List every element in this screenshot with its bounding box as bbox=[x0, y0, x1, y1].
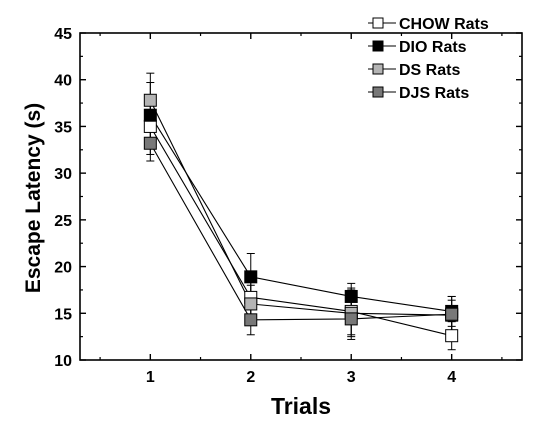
x-axis-title: Trials bbox=[271, 393, 331, 419]
legend-label: DS Rats bbox=[399, 62, 460, 79]
data-point bbox=[143, 136, 157, 150]
x-axis: 1 2 3 4 bbox=[99, 33, 503, 386]
legend-marker bbox=[372, 17, 384, 29]
series-line bbox=[149, 126, 452, 337]
y-tick-label: 30 bbox=[54, 166, 72, 183]
series-line bbox=[149, 100, 452, 316]
y-axis: 10 15 20 25 30 35 40 45 bbox=[54, 26, 522, 370]
data-point bbox=[445, 329, 459, 343]
legend-label: DIO Rats bbox=[399, 39, 467, 56]
data-point bbox=[344, 312, 358, 326]
y-tick-label: 45 bbox=[54, 26, 72, 43]
x-tick-label: 4 bbox=[447, 369, 456, 386]
data-point bbox=[244, 270, 258, 284]
legend-marker bbox=[372, 40, 384, 52]
legend-label: DJS Rats bbox=[399, 85, 469, 102]
y-tick-label: 15 bbox=[54, 306, 72, 323]
x-tick-label: 1 bbox=[146, 369, 155, 386]
x-tick-label: 2 bbox=[246, 369, 255, 386]
series-line bbox=[149, 114, 452, 312]
legend-marker bbox=[372, 63, 384, 75]
data-point bbox=[445, 307, 459, 321]
data-point bbox=[244, 297, 258, 311]
data-point bbox=[143, 108, 157, 122]
y-tick-label: 10 bbox=[54, 353, 72, 370]
y-axis-title: Escape Latency (s) bbox=[22, 103, 45, 293]
series-group bbox=[143, 72, 459, 351]
data-point bbox=[344, 289, 358, 303]
data-point bbox=[143, 119, 157, 133]
data-point bbox=[143, 93, 157, 107]
x-tick-label: 3 bbox=[347, 369, 356, 386]
legend: CHOW Rats DIO Rats DS Rats DJS Rats bbox=[368, 16, 489, 102]
y-tick-label: 25 bbox=[54, 213, 72, 230]
legend-marker bbox=[372, 86, 384, 98]
legend-label: CHOW Rats bbox=[399, 16, 489, 33]
y-tick-label: 40 bbox=[54, 73, 72, 90]
series-line bbox=[149, 142, 452, 321]
data-point bbox=[244, 313, 258, 327]
y-tick-label: 35 bbox=[54, 119, 72, 136]
y-tick-label: 20 bbox=[54, 260, 72, 277]
